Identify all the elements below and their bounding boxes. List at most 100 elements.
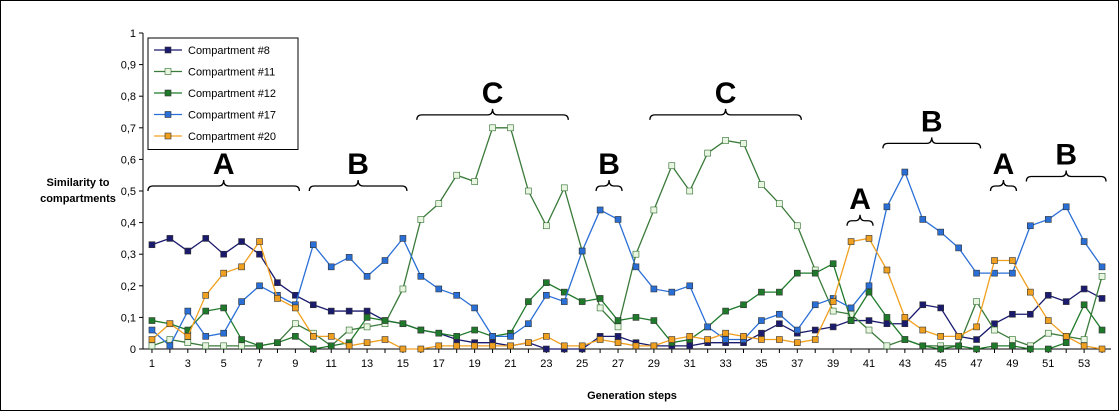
data-point — [543, 345, 550, 353]
data-point — [776, 320, 783, 328]
data-point — [1062, 298, 1070, 305]
y-tick-label: 1 — [130, 28, 136, 40]
data-point — [202, 235, 210, 242]
data-point — [919, 216, 927, 223]
annotation-label: B — [598, 148, 620, 181]
data-point — [793, 222, 801, 230]
data-point — [1009, 310, 1016, 318]
data-point — [309, 333, 317, 340]
data-point — [471, 342, 478, 350]
data-point — [758, 288, 765, 296]
data-point — [309, 241, 317, 249]
data-point — [238, 298, 245, 305]
data-point — [202, 333, 210, 340]
data-point — [847, 317, 855, 324]
data-point — [417, 216, 425, 223]
data-point — [973, 298, 980, 305]
data-point — [991, 269, 998, 277]
annotation-brace — [595, 179, 623, 192]
data-point — [650, 317, 658, 324]
data-point — [525, 298, 532, 305]
data-point — [560, 298, 568, 305]
data-point — [596, 206, 604, 214]
y-tick-label: 0,3 — [121, 249, 136, 261]
data-point — [220, 329, 227, 337]
data-point — [847, 310, 855, 318]
data-point — [650, 342, 658, 350]
annotation-brace — [649, 108, 802, 120]
data-point — [829, 307, 837, 315]
data-point — [686, 342, 694, 350]
data-point — [1009, 342, 1016, 350]
data-point — [901, 336, 909, 343]
axis-titles: Similarity to compartments Generation st… — [40, 177, 677, 402]
legend: Compartment #8 Compartment #11 Compartment… — [147, 37, 299, 150]
data-point — [220, 250, 227, 258]
data-point — [991, 326, 998, 334]
data-point — [811, 326, 819, 334]
data-point — [1027, 222, 1034, 230]
data-point — [901, 168, 909, 176]
y-tick-label: 0,9 — [121, 60, 136, 72]
data-point — [865, 326, 873, 334]
data-point — [991, 320, 998, 328]
data-point — [955, 342, 962, 350]
data-point — [543, 333, 550, 340]
annotation-label: B — [1055, 139, 1077, 172]
data-point — [327, 307, 335, 315]
data-point — [614, 216, 622, 223]
data-point — [399, 285, 407, 293]
data-point — [560, 342, 568, 350]
data-point — [417, 273, 425, 280]
x-tick-label: 17 — [433, 358, 445, 370]
data-point — [596, 336, 604, 343]
x-tick-label: 43 — [899, 358, 911, 370]
data-point — [758, 181, 765, 188]
data-point — [1044, 345, 1052, 353]
legend-label: Compartment #17 — [188, 110, 276, 122]
data-point — [578, 298, 586, 305]
x-tick-label: 9 — [292, 358, 298, 370]
data-point — [453, 333, 461, 340]
data-point — [793, 269, 801, 277]
data-point — [650, 206, 658, 214]
data-point — [256, 282, 263, 290]
data-point — [937, 228, 945, 236]
data-point — [148, 336, 156, 343]
data-point — [238, 238, 245, 245]
annotation-brace — [882, 137, 982, 149]
x-axis: 1 3 5 7 9 11 13 15 17 19 21 23 25 27 29 31 33 35 37 39 41 43 4… — [149, 349, 1103, 370]
data-point — [202, 291, 210, 299]
annotation-label: B — [347, 148, 369, 181]
data-point — [363, 323, 371, 331]
data-point — [955, 333, 962, 340]
data-point — [1080, 342, 1088, 350]
x-tick-label: 47 — [970, 358, 982, 370]
x-tick-label: 23 — [540, 358, 552, 370]
data-point — [1009, 269, 1016, 277]
annotation-brace — [1025, 170, 1107, 182]
annotation-brace — [416, 108, 569, 120]
data-point — [507, 342, 514, 350]
data-point — [1080, 238, 1088, 245]
data-point — [1062, 203, 1070, 211]
data-point — [973, 336, 980, 343]
data-point — [345, 254, 353, 261]
data-point — [1062, 333, 1070, 340]
data-point — [883, 266, 891, 274]
legend-swatch-marker — [164, 68, 172, 75]
data-point — [722, 137, 729, 144]
legend-label: Compartment #11 — [188, 67, 275, 79]
y-axis: 0 0,1 0,2 0,3 0,4 0,5 0,6 0,7 0,8 0,9 1 — [121, 28, 143, 356]
x-tick-label: 35 — [755, 358, 767, 370]
data-point — [1098, 345, 1106, 353]
data-point — [919, 342, 927, 350]
data-point — [632, 342, 640, 350]
data-point — [901, 314, 909, 321]
legend-swatch-marker — [164, 46, 172, 54]
data-point — [471, 178, 478, 185]
data-point — [256, 250, 263, 258]
data-point — [363, 339, 371, 346]
data-point — [668, 162, 676, 170]
